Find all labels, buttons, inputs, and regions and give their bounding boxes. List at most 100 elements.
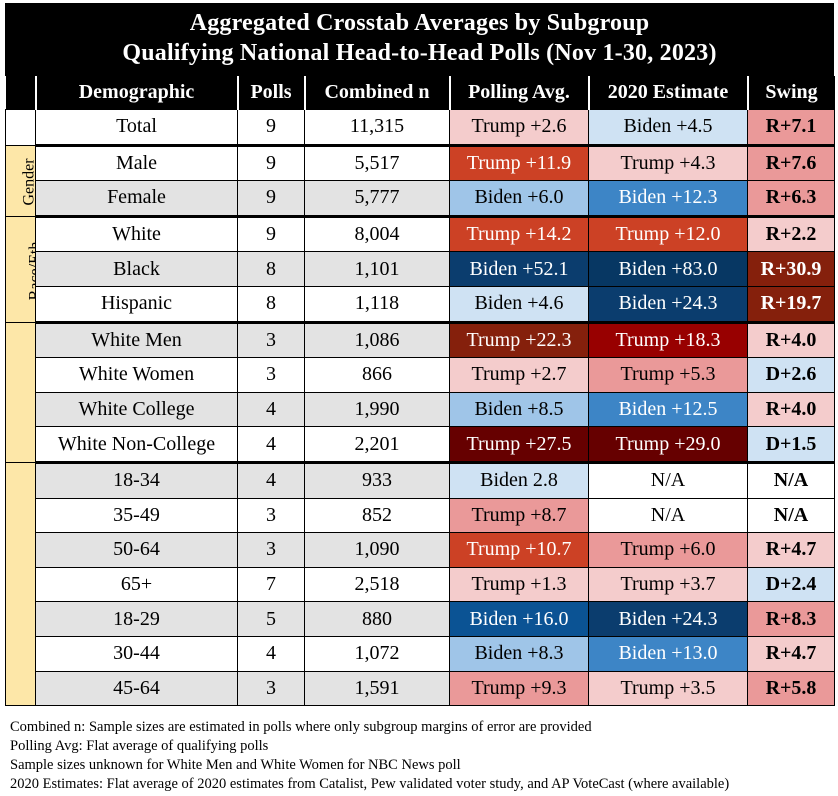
combined-n-cell: 2,201: [304, 426, 450, 463]
demographic-cell: White College: [35, 391, 238, 428]
estimate-2020-cell: Biden +12.3: [588, 180, 748, 217]
header-combined-n: Combined n: [303, 76, 450, 110]
combined-n-cell: 1,118: [304, 285, 450, 323]
demographic-cell: 18-34: [35, 460, 238, 499]
group-label-cell: Age Group: [5, 461, 36, 707]
group-label: Race/Eth: [26, 241, 36, 300]
combined-n-cell: 8,004: [304, 214, 450, 253]
estimate-2020-cell: Biden +24.3: [588, 285, 748, 323]
polling-avg-cell: Biden +8.5: [449, 391, 589, 428]
table-row: Total 9 11,315 Trump +2.6 Biden +4.5 R+7.1: [5, 109, 835, 146]
polls-cell: 7: [237, 566, 305, 603]
estimate-2020-cell: Trump +3.5: [588, 670, 748, 707]
combined-n-cell: 1,990: [304, 391, 450, 428]
table-row: 30-44 4 1,072 Biden +8.3 Biden +13.0 R+4.7: [6, 635, 835, 672]
group-label-cell: Race x Gen/Edu: [5, 321, 36, 463]
swing-cell: R+2.2: [747, 214, 835, 253]
estimate-2020-cell: Biden +13.0: [588, 635, 748, 672]
footnote-line: 2020 Estimates: Flat average of 2020 est…: [10, 776, 730, 792]
header-demographic: Demographic: [34, 76, 238, 110]
combined-n-cell: 1,090: [304, 532, 450, 568]
polling-avg-cell: Trump +14.2: [449, 214, 589, 253]
polls-cell: 3: [237, 357, 305, 393]
polls-cell: 8: [237, 285, 305, 323]
demographic-cell: White Non-College: [35, 426, 238, 463]
polling-avg-cell: Trump +27.5: [449, 426, 589, 463]
swing-cell: R+6.3: [747, 180, 835, 217]
demographic-cell: 50-64: [35, 532, 238, 568]
table-row: Gender Male 9 5,517 Trump +11.9 Trump +4.3 R+7…: [5, 143, 835, 217]
estimate-2020-cell: Trump +6.0: [588, 532, 748, 568]
swing-cell: R+4.0: [747, 391, 835, 428]
title-line-2: Qualifying National Head-to-Head Polls (…: [122, 40, 717, 66]
polls-cell: 3: [237, 320, 305, 359]
polling-avg-cell: Trump +2.7: [449, 357, 589, 393]
estimate-2020-cell: Trump +5.3: [588, 357, 748, 393]
header-row: Demographic Polls Combined n Polling Avg. 20…: [5, 76, 835, 110]
demographic-cell: Male: [35, 143, 238, 182]
combined-n-cell: 11,315: [304, 109, 450, 146]
estimate-2020-cell: Trump +12.0: [588, 214, 748, 253]
demographic-cell: 35-49: [35, 497, 238, 534]
polling-avg-cell: Biden +6.0: [449, 180, 589, 217]
estimate-2020-cell: Biden +24.3: [588, 601, 748, 637]
polling-avg-cell: Trump +1.3: [449, 566, 589, 603]
polling-avg-cell: Trump +8.7: [449, 497, 589, 534]
footnote-line: Sample sizes unknown for White Men and W…: [10, 757, 461, 773]
swing-cell: R+5.8: [747, 670, 835, 707]
swing-cell: R+4.7: [747, 532, 835, 568]
title-line-1: Aggregated Crosstab Averages by Subgroup: [189, 10, 650, 36]
polls-cell: 9: [237, 214, 305, 253]
combined-n-cell: 1,072: [304, 635, 450, 672]
combined-n-cell: 5,517: [304, 143, 450, 182]
swing-cell: R+7.1: [747, 109, 835, 146]
swing-cell: D+1.5: [747, 426, 835, 463]
group-label-cell: Gender: [5, 144, 36, 217]
swing-cell: N/A: [747, 497, 835, 534]
header-2020-estimate: 2020 Estimate: [587, 76, 748, 110]
swing-cell: R+4.7: [747, 635, 835, 672]
table-row: 18-29 5 880 Biden +16.0 Biden +24.3 R+8.3: [6, 601, 835, 637]
demographic-cell: 65+: [35, 566, 238, 603]
demographic-cell: Black: [35, 251, 238, 287]
swing-cell: D+2.4: [747, 566, 835, 603]
estimate-2020-cell: N/A: [588, 460, 748, 499]
polls-cell: 3: [237, 497, 305, 534]
table-row: Hispanic 8 1,118 Biden +4.6 Biden +24.3 R+19.…: [6, 285, 835, 323]
table-row: 50-64 3 1,090 Trump +10.7 Trump +6.0 R+4.7: [6, 532, 835, 568]
header-group-blank: [5, 76, 36, 110]
polling-avg-cell: Biden 2.8: [449, 460, 589, 499]
combined-n-cell: 1,101: [304, 251, 450, 287]
demographic-cell: 45-64: [35, 670, 238, 707]
demographic-cell: Hispanic: [35, 285, 238, 323]
table-row: Black 8 1,101 Biden +52.1 Biden +83.0 R+30.9: [6, 251, 835, 287]
swing-cell: R+8.3: [747, 601, 835, 637]
polling-avg-cell: Trump +9.3: [449, 670, 589, 707]
demographic-cell: 18-29: [35, 601, 238, 637]
estimate-2020-cell: Biden +4.5: [588, 109, 748, 146]
header-polls: Polls: [236, 76, 305, 110]
polling-avg-cell: Biden +4.6: [449, 285, 589, 323]
table-row: 65+ 7 2,518 Trump +1.3 Trump +3.7 D+2.4: [6, 566, 835, 603]
group-label-cell: [5, 109, 36, 146]
swing-cell: R+19.7: [747, 285, 835, 323]
swing-cell: R+30.9: [747, 251, 835, 287]
polls-cell: 3: [237, 532, 305, 568]
polling-avg-cell: Biden +52.1: [449, 251, 589, 287]
demographic-cell: Female: [35, 180, 238, 217]
table-row: White Non-College 4 2,201 Trump +27.5 Trump …: [6, 426, 835, 463]
polls-cell: 4: [237, 460, 305, 499]
estimate-2020-cell: N/A: [588, 497, 748, 534]
polling-avg-cell: Trump +2.6: [449, 109, 589, 146]
demographic-cell: 30-44: [35, 635, 238, 672]
table-row: 45-64 3 1,591 Trump +9.3 Trump +3.5 R+5.8: [6, 670, 835, 707]
group-label-cell: Race/Eth: [5, 215, 36, 323]
combined-n-cell: 933: [304, 460, 450, 499]
polls-cell: 4: [237, 635, 305, 672]
estimate-2020-cell: Trump +3.7: [588, 566, 748, 603]
polls-cell: 4: [237, 391, 305, 428]
estimate-2020-cell: Trump +18.3: [588, 320, 748, 359]
swing-cell: D+2.6: [747, 357, 835, 393]
swing-cell: R+4.0: [747, 320, 835, 359]
